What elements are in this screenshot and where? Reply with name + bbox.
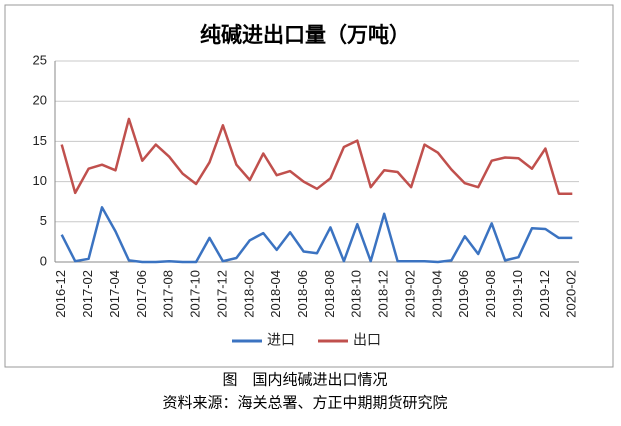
y-tick-label: 15 bbox=[33, 133, 47, 148]
caption: 图 国内纯碱进出口情况 bbox=[222, 371, 387, 388]
y-tick-label: 20 bbox=[33, 93, 47, 108]
x-tick-label: 2018-08 bbox=[322, 270, 337, 318]
x-tick-label: 2018-04 bbox=[268, 270, 283, 318]
legend-label: 进口 bbox=[267, 332, 295, 348]
x-tick-label: 2018-12 bbox=[376, 270, 391, 318]
x-tick-label: 2017-08 bbox=[161, 270, 176, 318]
x-tick-label: 2020-02 bbox=[564, 270, 579, 318]
source: 资料来源：海关总署、方正中期期货研究院 bbox=[162, 393, 447, 411]
x-tick-label: 2017-06 bbox=[134, 270, 149, 318]
x-tick-label: 2018-10 bbox=[349, 270, 364, 318]
x-tick-label: 2017-04 bbox=[107, 270, 122, 318]
x-tick-label: 2019-04 bbox=[429, 270, 444, 318]
x-tick-label: 2017-02 bbox=[80, 270, 95, 318]
series-line bbox=[60, 117, 573, 195]
x-tick-label: 2017-10 bbox=[188, 270, 203, 318]
x-tick-label: 2019-10 bbox=[510, 270, 525, 318]
chart-title: 纯碱进出口量（万吨） bbox=[200, 23, 410, 47]
x-tick-label: 2019-06 bbox=[456, 270, 471, 318]
x-tick-label: 2017-12 bbox=[214, 270, 229, 318]
y-tick-label: 5 bbox=[40, 213, 47, 228]
chart-frame bbox=[4, 4, 614, 368]
y-tick-label: 25 bbox=[33, 52, 47, 67]
x-tick-label: 2019-08 bbox=[483, 270, 498, 318]
x-tick-label: 2019-12 bbox=[537, 270, 552, 318]
x-tick-label: 2018-06 bbox=[295, 270, 310, 318]
legend-label: 出口 bbox=[353, 332, 381, 348]
x-tick-label: 2019-02 bbox=[402, 270, 417, 318]
y-tick-label: 10 bbox=[33, 173, 47, 188]
series-line bbox=[60, 206, 573, 264]
x-tick-label: 2016-12 bbox=[53, 270, 68, 318]
y-tick-label: 0 bbox=[40, 253, 47, 268]
x-tick-label: 2018-02 bbox=[241, 270, 256, 318]
